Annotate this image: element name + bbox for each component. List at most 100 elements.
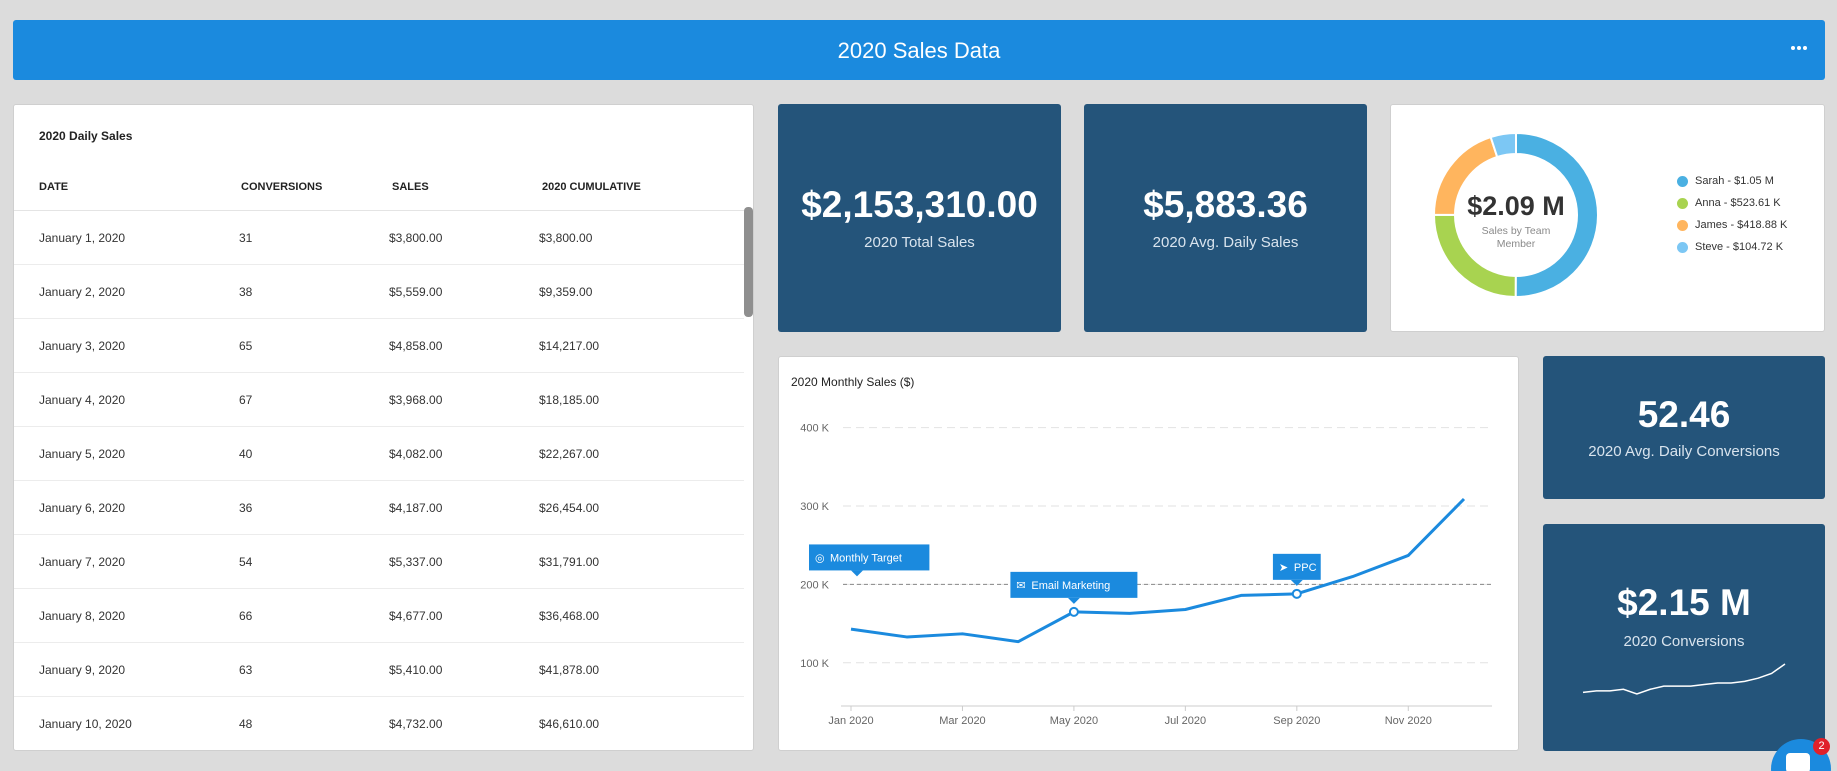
donut-center-value: $2.09 M: [1467, 191, 1565, 221]
annotation-flag[interactable]: ◎ Monthly Target: [809, 544, 930, 577]
cell-conversions: 40: [239, 447, 253, 461]
series-line: [850, 497, 1466, 644]
cell-date: January 9, 2020: [39, 663, 126, 677]
table-row[interactable]: January 9, 2020 63 $5,410.00 $41,878.00: [14, 643, 744, 697]
cell-date: January 7, 2020: [39, 555, 126, 569]
legend-label: Sarah - $1.05 M: [1695, 175, 1774, 187]
cell-conversions: 67: [239, 393, 253, 407]
cell-date: January 2, 2020: [39, 285, 126, 299]
annotation-label: Email Marketing: [1031, 580, 1110, 592]
chat-icon: [1786, 753, 1810, 771]
kpi-label: 2020 Total Sales: [864, 234, 975, 251]
cell-conversions: 65: [239, 339, 253, 353]
table-row[interactable]: January 5, 2020 40 $4,082.00 $22,267.00: [14, 427, 744, 481]
kpi-value: $2.15 M: [1617, 582, 1751, 623]
cell-sales: $4,187.00: [389, 501, 443, 515]
table-header: DATE CONVERSIONS SALES 2020 CUMULATIVE: [14, 181, 744, 211]
header-bar: 2020 Sales Data: [13, 20, 1825, 80]
cell-sales: $4,082.00: [389, 447, 443, 461]
annotation-flag[interactable]: ➤ PPC: [1272, 553, 1321, 586]
kpi-total-sales: $2,153,310.00 2020 Total Sales: [778, 104, 1061, 332]
x-tick-label: Mar 2020: [939, 715, 985, 727]
y-tick-label: 300 K: [800, 501, 829, 513]
annotation-pointer: [1067, 597, 1080, 604]
kpi-value: $2,153,310.00: [801, 184, 1038, 225]
cell-conversions: 63: [239, 663, 253, 677]
y-tick-label: 200 K: [800, 579, 829, 591]
cell-sales: $5,410.00: [389, 663, 443, 677]
x-tick-label: Nov 2020: [1385, 715, 1432, 727]
legend-dot-icon: [1677, 242, 1688, 253]
cell-conversions: 38: [239, 285, 253, 299]
y-tick-label: 400 K: [800, 423, 829, 435]
annotation-label: PPC: [1294, 562, 1317, 574]
table-row[interactable]: January 10, 2020 48 $4,732.00 $46,610.00: [14, 697, 744, 750]
legend-dot-icon: [1677, 198, 1688, 209]
x-tick-label: Jul 2020: [1165, 715, 1207, 727]
cell-cumulative: $18,185.00: [539, 393, 600, 407]
cell-cumulative: $26,454.00: [539, 501, 600, 515]
cell-sales: $4,677.00: [389, 609, 443, 623]
table-row[interactable]: January 3, 2020 65 $4,858.00 $14,217.00: [14, 319, 744, 373]
cell-cumulative: $3,800.00: [539, 231, 593, 245]
legend-dot-icon: [1677, 176, 1688, 187]
column-header-cumulative[interactable]: 2020 CUMULATIVE: [542, 181, 641, 193]
table-row[interactable]: January 8, 2020 66 $4,677.00 $36,468.00: [14, 589, 744, 643]
sales-by-team-member-card: $2.09 M Sales by Team Member Sarah - $1.…: [1390, 104, 1825, 332]
legend-dot-icon: [1677, 220, 1688, 231]
cell-sales: $5,337.00: [389, 555, 443, 569]
column-header-date[interactable]: DATE: [39, 181, 69, 193]
column-header-conversions[interactable]: CONVERSIONS: [241, 181, 323, 193]
sparkline: [1582, 663, 1786, 695]
cell-sales: $5,559.00: [389, 285, 443, 299]
table-row[interactable]: January 1, 2020 31 $3,800.00 $3,800.00: [14, 211, 744, 265]
kpi-label: 2020 Conversions: [1623, 633, 1745, 650]
cell-date: January 6, 2020: [39, 501, 126, 515]
annotation-pointer: [1290, 579, 1303, 586]
ellipsis-icon[interactable]: [1791, 46, 1807, 52]
conversions-sparkline: [1582, 663, 1786, 695]
cell-conversions: 54: [239, 555, 253, 569]
cell-sales: $3,968.00: [389, 393, 443, 407]
daily-sales-table-card: 2020 Daily Sales DATE CONVERSIONS SALES …: [13, 104, 754, 751]
kpi-label: 2020 Avg. Daily Conversions: [1588, 443, 1780, 460]
annotation-pointer: [851, 570, 863, 577]
cell-date: January 10, 2020: [39, 717, 132, 731]
donut-chart: [1432, 131, 1599, 299]
donut-center-caption: Sales by Team Member: [1481, 225, 1551, 250]
cell-date: January 8, 2020: [39, 609, 126, 623]
kpi-value: $5,883.36: [1143, 184, 1308, 225]
legend-label: James - $418.88 K: [1695, 219, 1788, 231]
annotation-box: [1272, 553, 1321, 580]
annotation-box: [809, 544, 930, 571]
table-row[interactable]: January 7, 2020 54 $5,337.00 $31,791.00: [14, 535, 744, 589]
kpi-value: 52.46: [1637, 394, 1731, 435]
table-row[interactable]: January 2, 2020 38 $5,559.00 $9,359.00: [14, 265, 744, 319]
legend-label: Steve - $104.72 K: [1695, 241, 1784, 253]
annotation-flag[interactable]: ✉ Email Marketing: [1010, 571, 1138, 604]
cell-sales: $4,732.00: [389, 717, 443, 731]
table-body: January 1, 2020 31 $3,800.00 $3,800.00 Janua…: [14, 211, 744, 750]
kpi-avg-daily-sales: $5,883.36 2020 Avg. Daily Sales: [1084, 104, 1367, 332]
target-icon: ◎: [815, 551, 825, 564]
annotation-label: Monthly Target: [830, 552, 902, 564]
notification-badge: 2: [1813, 738, 1830, 755]
donut-slice[interactable]: [1489, 131, 1517, 159]
cell-date: January 4, 2020: [39, 393, 126, 407]
monthly-sales-chart-card: 2020 Monthly Sales ($) 100 K 200 K 300 K 40…: [778, 356, 1519, 751]
cell-cumulative: $9,359.00: [539, 285, 593, 299]
table-row[interactable]: January 6, 2020 36 $4,187.00 $26,454.00: [14, 481, 744, 535]
kpi-avg-daily-conversions: 52.46 2020 Avg. Daily Conversions: [1543, 356, 1825, 499]
donut-slice[interactable]: [1514, 131, 1599, 298]
cell-date: January 1, 2020: [39, 231, 126, 245]
annotation-marker: [1291, 588, 1302, 599]
cell-conversions: 36: [239, 501, 253, 515]
scrollbar-thumb[interactable]: [744, 207, 753, 317]
page-title: 2020 Sales Data: [837, 38, 1001, 63]
cell-cumulative: $14,217.00: [539, 339, 600, 353]
column-header-sales[interactable]: SALES: [392, 181, 429, 193]
table-row[interactable]: January 4, 2020 67 $3,968.00 $18,185.00: [14, 373, 744, 427]
monthly-sales-chart: 100 K 200 K 300 K 400 K Jan 2020 Mar 2020 May …: [800, 423, 1492, 727]
cell-date: January 3, 2020: [39, 339, 126, 353]
cell-sales: $3,800.00: [389, 231, 443, 245]
